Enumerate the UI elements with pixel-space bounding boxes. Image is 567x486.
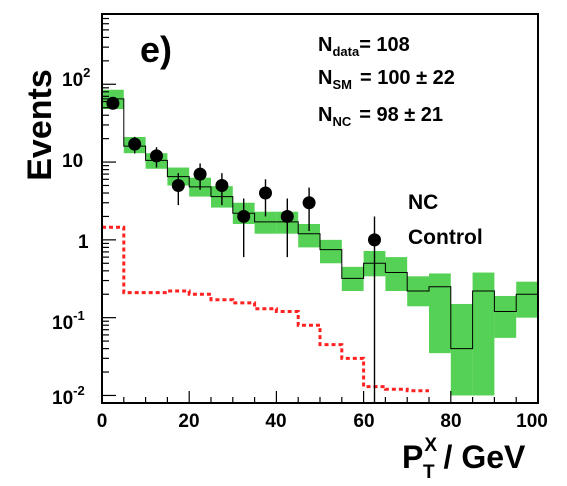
n-sm-annotation: NSM = 100 ± 22 <box>318 67 455 92</box>
x-tick-label: 20 <box>178 411 199 432</box>
sm-band <box>341 266 364 292</box>
x-tick-labels: 0 20 40 60 80 100 <box>97 411 548 432</box>
sm-band <box>298 223 320 248</box>
data-point <box>150 149 163 163</box>
y-tick-label-1: 1 <box>78 232 89 253</box>
data-point <box>171 178 185 192</box>
data-point <box>280 209 294 223</box>
x-axis-title: PX T / GeV <box>402 435 526 483</box>
y-tick-label-0.01: 10-2 <box>52 383 85 409</box>
nc-control-label-line2: Control <box>408 226 483 249</box>
sm-prediction-line <box>102 98 538 350</box>
nc-control-histogram <box>102 225 429 393</box>
n-data-annotation: Ndata= 108 <box>318 34 410 59</box>
x-tick-label: 80 <box>440 411 461 432</box>
sm-band <box>385 257 408 292</box>
data-point <box>259 186 272 200</box>
data-point <box>128 137 142 151</box>
x-tick-label: 100 <box>516 411 548 432</box>
y-tick-label-100: 102 <box>62 65 90 91</box>
nc-control-label-line1: NC <box>408 191 438 214</box>
data-point <box>193 167 207 181</box>
x-tick-label: 0 <box>97 411 108 432</box>
sm-band <box>254 211 277 234</box>
y-tick-label-0.1: 10-1 <box>52 308 85 334</box>
sm-prediction-histogram <box>102 98 538 350</box>
nc-control-line <box>102 225 429 393</box>
sm-band <box>472 272 495 396</box>
y-axis-title: Events <box>21 69 59 181</box>
y-tick-label-10: 10 <box>62 151 83 172</box>
sm-band <box>429 273 451 354</box>
x-tick-label: 40 <box>265 411 286 432</box>
n-nc-annotation: NNC = 98 ± 21 <box>318 104 443 129</box>
sm-band <box>516 281 538 318</box>
data-points <box>106 96 381 403</box>
data-point <box>302 196 316 210</box>
sm-band <box>320 239 342 264</box>
axis-ticks <box>101 13 539 403</box>
sm-band <box>494 295 517 338</box>
data-point <box>106 96 120 110</box>
data-point <box>368 233 381 247</box>
data-point <box>237 209 251 223</box>
sm-band <box>450 303 473 396</box>
x-tick-label: 60 <box>353 411 374 432</box>
data-point <box>215 178 229 192</box>
panel-label: e) <box>140 29 172 70</box>
